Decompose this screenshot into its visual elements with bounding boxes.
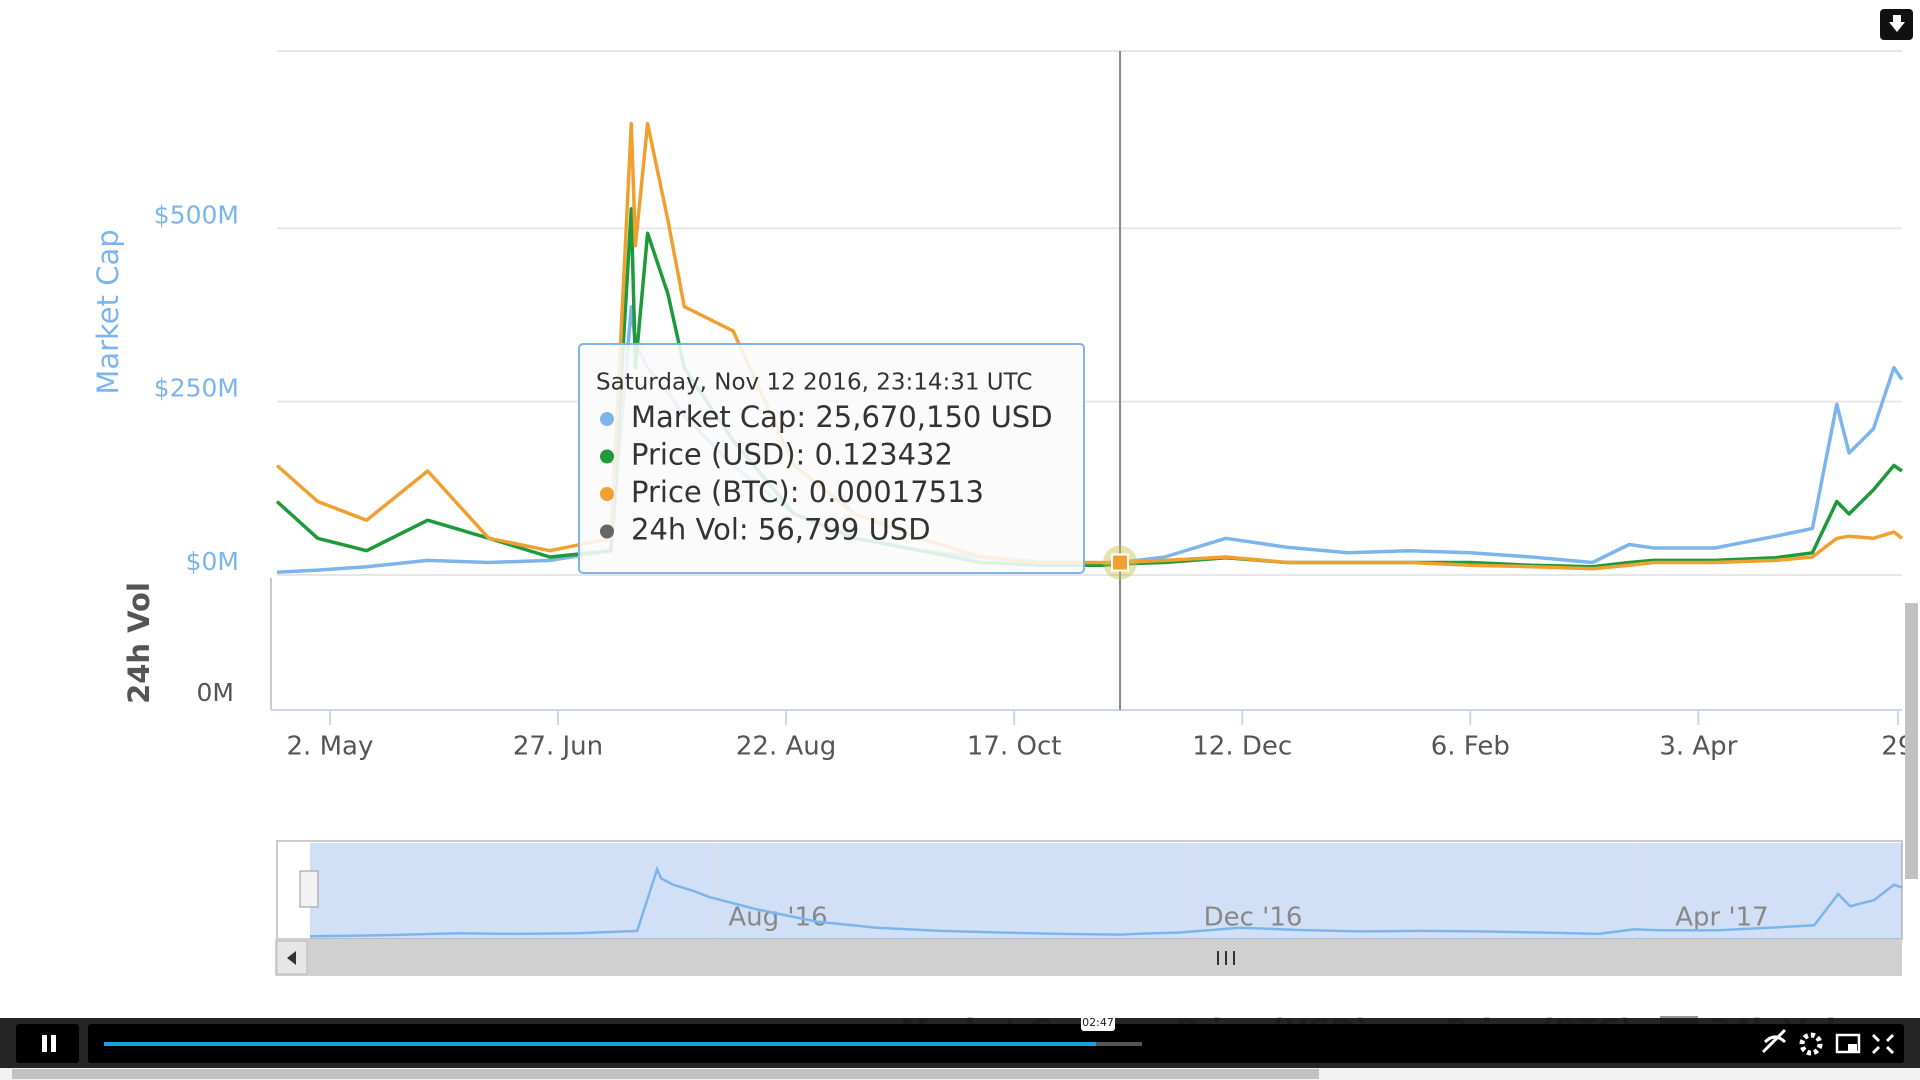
navigator-handle[interactable] — [299, 870, 319, 908]
pip-icon[interactable] — [1835, 1033, 1861, 1054]
navigator-frame — [276, 840, 1903, 940]
series-line — [276, 304, 1904, 574]
y-tick-label: $250M — [154, 374, 239, 403]
pause-icon — [42, 1035, 47, 1052]
x-tick-label: 27. Jun — [513, 732, 603, 762]
tooltip-rows: Market Cap: 25,670,150 USD Price (USD): 0… — [600, 400, 1053, 547]
pause-icon — [51, 1035, 56, 1052]
page-hscroll-thumb[interactable] — [12, 1069, 1319, 1079]
x-tick-label: 22. Aug — [736, 732, 836, 762]
x-tick-label: 17. Oct — [967, 732, 1062, 762]
volume-axis-title: 24h Vol — [122, 582, 156, 704]
fullscreen-icon[interactable] — [1871, 1033, 1895, 1055]
tooltip-dot — [600, 412, 614, 426]
settings-icon[interactable] — [1799, 1032, 1823, 1056]
page-scrollbar[interactable] — [1905, 603, 1918, 879]
x-tick-label: 3. Apr — [1659, 732, 1737, 762]
hover-marker — [1103, 545, 1138, 580]
scrollbar-arrow — [287, 951, 296, 965]
hover-point — [1111, 553, 1130, 572]
x-tick-label: 6. Feb — [1431, 732, 1510, 762]
series-line — [275, 207, 1903, 569]
navigator: Aug '16 Dec '16 Apr '17 — [275, 840, 1903, 976]
tooltip-row: Price (BTC): 0.00017513 — [631, 475, 984, 509]
volume-tick-label: 0M — [197, 678, 234, 707]
x-tick-label: 12. Dec — [1192, 732, 1292, 762]
tooltip-title: Saturday, Nov 12 2016, 23:14:31 UTC — [596, 370, 1032, 396]
captions-icon[interactable] — [1761, 1028, 1787, 1054]
navigator-line — [309, 865, 1903, 938]
x-tick-label: 2. May — [287, 732, 374, 762]
y-tick-label: $500M — [154, 200, 239, 229]
progress-played — [104, 1042, 1096, 1046]
time-label: 02:47 — [1082, 1016, 1114, 1029]
series-lines — [275, 121, 1904, 574]
scrollbar-grip — [1217, 951, 1235, 965]
series-line — [275, 121, 1904, 571]
tooltip-row: Price (USD): 0.123432 — [631, 438, 953, 472]
grid: $0M $250M $500M 0M 2. May 27. Jun 22. Aug 17. O… — [154, 200, 1915, 761]
tooltip-dot — [600, 524, 614, 539]
download-icon — [1889, 15, 1905, 32]
time-bubble — [1081, 1014, 1115, 1031]
tooltip-dot — [600, 449, 614, 464]
tooltip-row: 24h Vol: 56,799 USD — [631, 513, 931, 547]
navigator-selection — [310, 843, 1902, 939]
pause-button[interactable] — [16, 1024, 79, 1063]
video-controls: 02:47 — [0, 1014, 1920, 1080]
tooltip-row: Market Cap: 25,670,150 USD — [631, 400, 1053, 434]
y-axis-title: Market Cap — [91, 229, 125, 394]
y-tick-label: $0M — [186, 547, 239, 576]
tooltip-dot — [600, 487, 614, 501]
scrollbar-track[interactable] — [275, 939, 1902, 976]
tooltip-box — [578, 343, 1085, 574]
pip-icon-inner — [1848, 1044, 1857, 1051]
tooltip: Saturday, Nov 12 2016, 23:14:31 UTC Mark… — [578, 343, 1085, 574]
navigator-series — [309, 865, 1903, 938]
